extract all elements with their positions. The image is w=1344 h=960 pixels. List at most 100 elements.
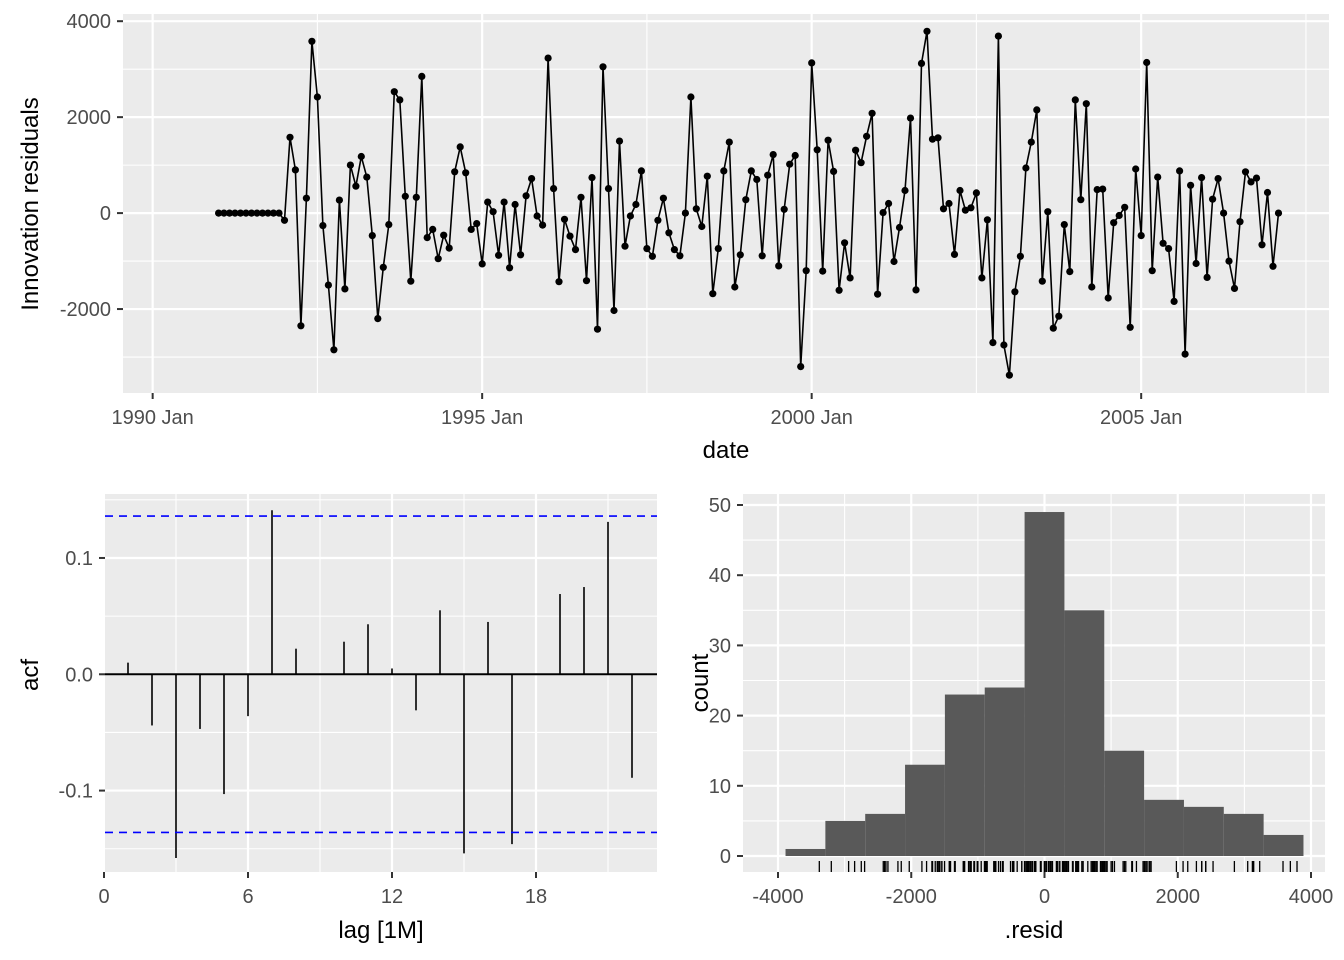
data-point (637, 167, 646, 175)
data-point (1099, 185, 1107, 193)
data-point (429, 225, 437, 233)
y-tick-label: 4000 (67, 11, 112, 33)
histogram-bar (1104, 750, 1145, 856)
data-point (593, 325, 602, 333)
data-point (236, 209, 245, 217)
data-point (308, 37, 316, 45)
x-axis: -4000 -2000 0 2000 4000 (752, 872, 1333, 908)
data-point (390, 88, 398, 96)
data-point (758, 252, 766, 260)
data-point (1082, 100, 1090, 108)
data-point (478, 260, 486, 268)
histogram-bar (825, 820, 866, 856)
data-point (566, 232, 574, 240)
data-point (335, 196, 343, 204)
data-point (1071, 96, 1079, 104)
y-axis-title: acf (17, 659, 44, 691)
data-point (215, 209, 223, 217)
data-point (1198, 174, 1206, 182)
data-point (1000, 341, 1008, 349)
data-point (725, 138, 733, 146)
data-point (1066, 268, 1074, 276)
data-point (440, 231, 448, 239)
data-point (703, 172, 711, 180)
data-point (302, 194, 310, 202)
data-point (231, 209, 239, 217)
data-point (983, 216, 992, 224)
histogram-bar (944, 694, 985, 856)
data-point (989, 339, 997, 347)
data-point (698, 222, 706, 231)
data-point (797, 363, 805, 371)
x-tick-label: 1995 Jan (441, 407, 523, 429)
data-point (1093, 186, 1101, 194)
data-point (1203, 273, 1211, 281)
data-point (819, 267, 827, 275)
data-point (1060, 221, 1068, 229)
data-point (1247, 178, 1255, 186)
y-tick-label: 20 (709, 706, 731, 728)
histogram-bar (1223, 813, 1264, 856)
data-point (972, 189, 981, 197)
data-point (1263, 188, 1272, 197)
data-point (747, 167, 755, 175)
data-point (720, 167, 728, 175)
data-point (934, 134, 942, 142)
data-point (368, 232, 376, 240)
data-point (599, 63, 607, 71)
data-point (967, 204, 975, 212)
data-point (363, 173, 371, 181)
data-point (1033, 106, 1041, 114)
data-point (242, 209, 250, 217)
data-point (1181, 350, 1189, 358)
x-tick-label: 0 (98, 886, 109, 908)
data-point (522, 192, 530, 200)
y-axis: -0.1 0.0 0.1 (59, 548, 105, 803)
data-point (648, 252, 657, 260)
data-point (846, 274, 854, 282)
x-tick-label: 2005 Jan (1100, 407, 1182, 429)
data-point (1137, 232, 1145, 240)
data-point (786, 160, 794, 168)
data-point (571, 246, 580, 254)
data-point (670, 246, 679, 254)
data-point (1170, 297, 1178, 305)
data-point (1159, 239, 1167, 247)
data-point (775, 262, 783, 270)
data-point (994, 32, 1003, 40)
data-point (643, 245, 651, 253)
data-point (731, 283, 739, 291)
data-point (830, 167, 838, 175)
x-axis-title: .resid (1005, 917, 1064, 944)
data-point (769, 151, 777, 159)
data-point (1258, 241, 1266, 249)
data-point (1176, 167, 1184, 175)
data-point (528, 175, 536, 183)
data-point (736, 251, 744, 259)
data-point (495, 251, 503, 259)
data-point (923, 27, 931, 35)
data-point (1230, 284, 1239, 292)
y-tick-label: 0 (720, 846, 731, 868)
y-axis-title: Innovation residuals (17, 97, 44, 310)
data-point (313, 93, 321, 101)
data-point (1121, 203, 1129, 211)
data-point (621, 242, 629, 250)
data-point (407, 277, 415, 285)
data-point (1022, 164, 1030, 172)
data-point (978, 274, 986, 282)
data-point (467, 225, 475, 233)
data-point (632, 200, 640, 209)
data-point (1209, 195, 1217, 203)
data-point (352, 182, 360, 190)
data-point (1274, 209, 1283, 217)
data-point (550, 185, 558, 193)
data-point (225, 209, 234, 217)
histogram-bar (1144, 799, 1184, 856)
data-point (1220, 209, 1228, 217)
data-point (247, 209, 256, 217)
data-point (917, 59, 926, 67)
y-tick-label: 10 (709, 776, 731, 798)
histogram-bar (1183, 806, 1224, 856)
data-point (956, 186, 964, 195)
